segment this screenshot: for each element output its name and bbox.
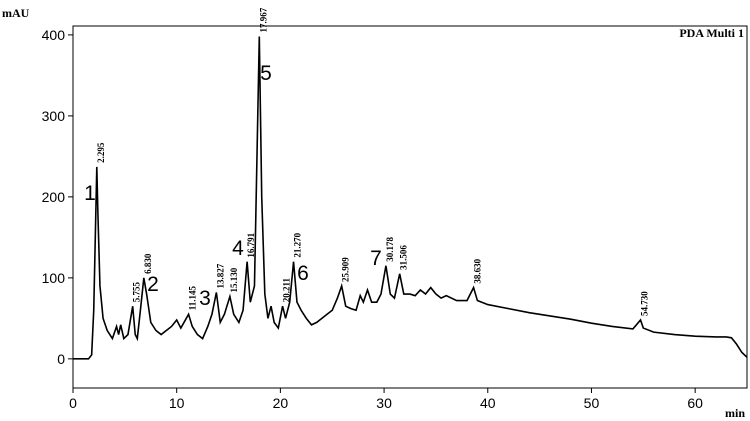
- chart-title: PDA Multi 1: [679, 26, 744, 40]
- peak-number: 6: [297, 262, 309, 285]
- x-axis-label: min: [725, 406, 745, 420]
- y-axis-label: mAU: [2, 6, 30, 20]
- peak-time-label: 25.909: [341, 257, 351, 282]
- peak-time-label: 17.967: [258, 7, 268, 32]
- peak-time-label: 30.178: [385, 236, 395, 261]
- y-tick-label: 200: [42, 189, 66, 205]
- peak-time-label: 13.827: [215, 263, 225, 288]
- peak-time-label: 31.506: [399, 245, 409, 270]
- peak-time-label: 38.630: [473, 258, 483, 283]
- peak-time-label: 6.830: [143, 253, 153, 274]
- peak-time-label: 16.791: [246, 232, 256, 257]
- x-tick-label: 20: [273, 395, 289, 411]
- peak-time-label: 11.145: [188, 286, 198, 311]
- peak-time-label: 5.755: [132, 281, 142, 302]
- peak-number: 2: [147, 273, 159, 296]
- peak-number: 3: [199, 287, 211, 310]
- y-tick-label: 0: [57, 351, 65, 367]
- y-tick-label: 400: [42, 27, 66, 43]
- peak-number: 4: [232, 237, 244, 260]
- plot-frame: [72, 25, 748, 389]
- peak-number: 5: [260, 62, 272, 85]
- peak-time-label: 54.730: [640, 291, 650, 316]
- peak-time-label: 21.270: [293, 232, 303, 257]
- peak-time-label: 20.211: [282, 277, 292, 302]
- x-tick-label: 60: [687, 395, 703, 411]
- y-tick-label: 300: [42, 108, 66, 124]
- peak-number: 1: [84, 182, 96, 205]
- x-tick-label: 10: [169, 395, 185, 411]
- x-tick-label: 50: [584, 395, 600, 411]
- y-tick-label: 100: [42, 270, 66, 286]
- peak-time-label: 15.130: [229, 267, 239, 292]
- peak-time-label: 2.295: [96, 142, 106, 163]
- x-tick-label: 40: [480, 395, 496, 411]
- x-tick-label: 0: [69, 395, 77, 411]
- x-tick-label: 30: [376, 395, 392, 411]
- trace: [73, 36, 748, 360]
- peak-number: 7: [370, 247, 382, 270]
